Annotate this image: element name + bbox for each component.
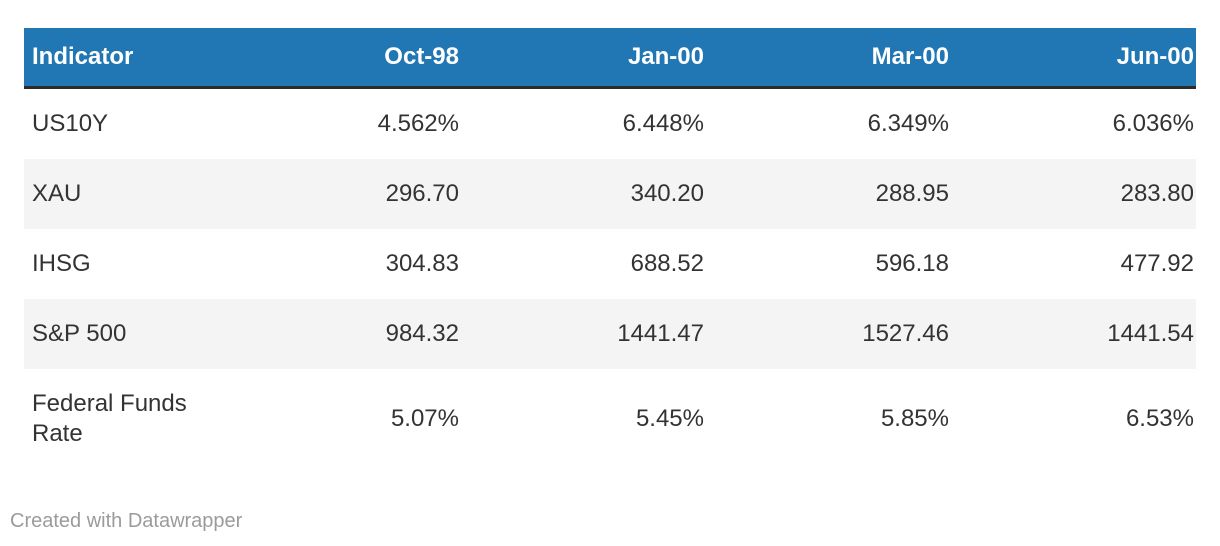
- datawrapper-attribution-link[interactable]: Created with Datawrapper: [10, 510, 243, 532]
- cell-value: 4.562%: [377, 109, 459, 137]
- column-header-oct-98: Oct-98: [216, 28, 461, 89]
- column-header-jan-00: Jan-00: [461, 28, 706, 89]
- row-label: S&P 500: [32, 319, 127, 347]
- header-row: Indicator Oct-98 Jan-00 Mar-00 Jun-00: [24, 28, 1196, 89]
- row-label: Federal Funds Rate: [32, 389, 187, 447]
- row-label: IHSG: [32, 249, 91, 277]
- cell-value: 688.52: [630, 249, 704, 277]
- table-head: Indicator Oct-98 Jan-00 Mar-00 Jun-00: [24, 28, 1196, 89]
- table-row-xau: XAU 296.70 340.20 288.95 283.80: [24, 158, 1196, 229]
- cell-value: 1441.54: [1107, 319, 1194, 347]
- column-header-indicator: Indicator: [24, 28, 216, 89]
- table-row-us10y: US10Y 4.562% 6.448% 6.349% 6.036%: [24, 87, 1196, 159]
- table-body: US10Y 4.562% 6.448% 6.349% 6.036% XAU 296.70 34…: [24, 87, 1196, 469]
- cell-value: 6.53%: [1125, 404, 1194, 432]
- column-header-jun-00: Jun-00: [951, 28, 1196, 89]
- cell-value: 5.45%: [635, 404, 704, 432]
- cell-value: 283.80: [1120, 179, 1194, 207]
- data-table: Indicator Oct-98 Jan-00 Mar-00 Jun-00 US10Y 4…: [24, 28, 1196, 469]
- cell-value: 5.07%: [390, 404, 459, 432]
- row-label: US10Y: [32, 109, 109, 137]
- cell-value: 477.92: [1120, 249, 1194, 277]
- cell-value: 1441.47: [617, 319, 704, 347]
- cell-value: 296.70: [385, 179, 459, 207]
- table-row-federal-funds-rate: Federal Funds Rate 5.07% 5.45% 5.85% 6.53%: [24, 369, 1196, 469]
- cell-value: 6.036%: [1112, 109, 1194, 137]
- cell-value: 6.448%: [622, 109, 704, 137]
- table-row-s-p-500: S&P 500 984.32 1441.47 1527.46 1441.54: [24, 298, 1196, 369]
- cell-value: 6.349%: [867, 109, 949, 137]
- cell-value: 288.95: [875, 179, 949, 207]
- table-row-ihsg: IHSG 304.83 688.52 596.18 477.92: [24, 229, 1196, 299]
- cell-value: 340.20: [630, 179, 704, 207]
- cell-value: 984.32: [385, 319, 459, 347]
- cell-value: 304.83: [385, 249, 459, 277]
- cell-value: 596.18: [875, 249, 949, 277]
- cell-value: 1527.46: [862, 319, 949, 347]
- cell-value: 5.85%: [880, 404, 949, 432]
- row-label: XAU: [32, 179, 82, 207]
- column-header-mar-00: Mar-00: [706, 28, 951, 89]
